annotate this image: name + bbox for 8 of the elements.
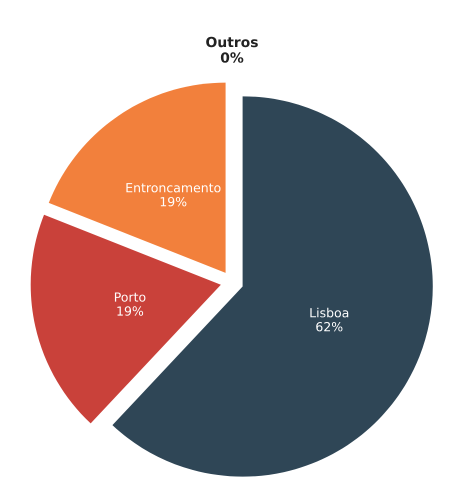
- data-label: 19%: [160, 196, 186, 206]
- data-label: 19%: [117, 306, 144, 316]
- slice-label: Entroncamento: [126, 183, 221, 192]
- slice-label: Lisboa: [310, 308, 348, 318]
- data-label: 62%: [316, 322, 342, 332]
- category-label: Outros: [206, 36, 258, 48]
- text: 0%: [220, 52, 244, 63]
- slice-label: Porto: [114, 292, 146, 302]
